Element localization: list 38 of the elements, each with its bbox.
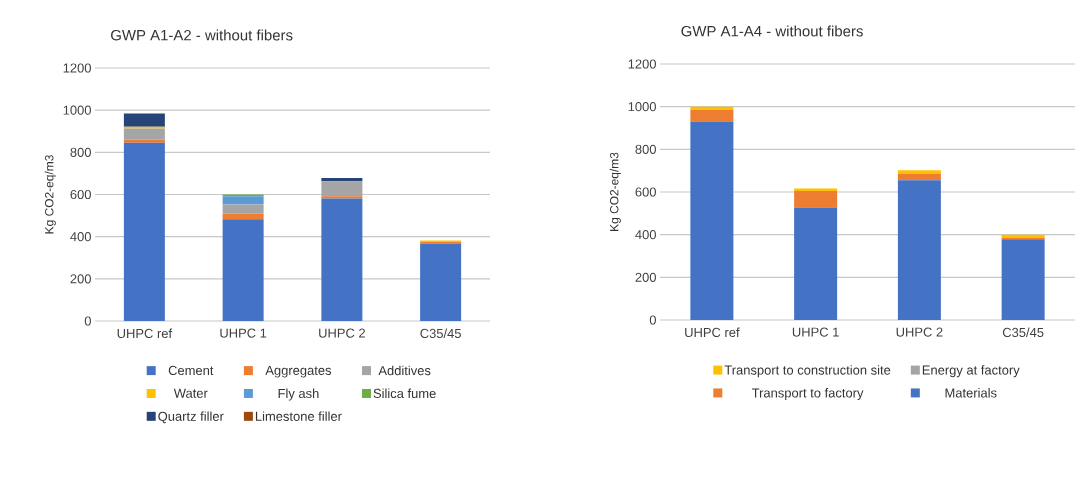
chart-title: GWP A1-A2 - without fibers	[111, 29, 293, 41]
y-axis-title: Kg CO2-eq/m3	[609, 152, 621, 231]
legend-label: Additives	[378, 365, 431, 376]
y-tick-label: 600	[635, 187, 656, 197]
y-tick-label: 0	[649, 315, 656, 325]
legend-label: Silica fume	[373, 388, 436, 399]
y-axis-title: Kg CO2-eq/m3	[44, 155, 56, 234]
x-tick-label: C35/45	[420, 328, 461, 339]
legend-label: Energy at factory	[922, 365, 1020, 378]
y-tick-label: 1200	[628, 59, 656, 69]
x-tick-label: UHPC 1	[220, 328, 267, 338]
y-tick-label: 800	[635, 144, 656, 154]
y-tick-label: 400	[70, 232, 91, 242]
legend-label: Quartz filler	[158, 411, 224, 424]
y-tick-label: 1000	[63, 105, 91, 115]
x-tick-label: UHPC ref	[685, 327, 740, 338]
y-tick-label: 200	[70, 274, 91, 284]
legend-label: Water	[173, 388, 208, 398]
legend-label: Materials	[945, 388, 997, 398]
x-tick-label: C35/45	[1002, 327, 1044, 338]
y-tick-label: 800	[70, 147, 91, 157]
y-tick-label: 200	[635, 272, 656, 282]
chart-title: GWP A1-A4 - without fibers	[681, 25, 863, 37]
y-tick-label: 1000	[628, 102, 656, 112]
legend-label: Transport to factory	[751, 388, 864, 401]
y-tick-label: 600	[70, 189, 91, 200]
y-tick-label: 0	[84, 316, 91, 326]
legend-label: Cement	[168, 365, 214, 375]
legend-label: Limestone filler	[255, 411, 342, 421]
y-tick-label: 1200	[63, 63, 91, 73]
y-tick-label: 400	[635, 230, 656, 240]
legend-label: Fly ash	[278, 388, 319, 401]
x-tick-label: UHPC 2	[896, 327, 943, 337]
x-tick-label: UHPC ref	[117, 328, 173, 339]
legend-label: Aggregates	[265, 365, 332, 378]
x-tick-label: UHPC 1	[792, 327, 839, 337]
legend-label: Transport to construction site	[724, 365, 891, 378]
x-tick-label: UHPC 2	[319, 328, 365, 338]
